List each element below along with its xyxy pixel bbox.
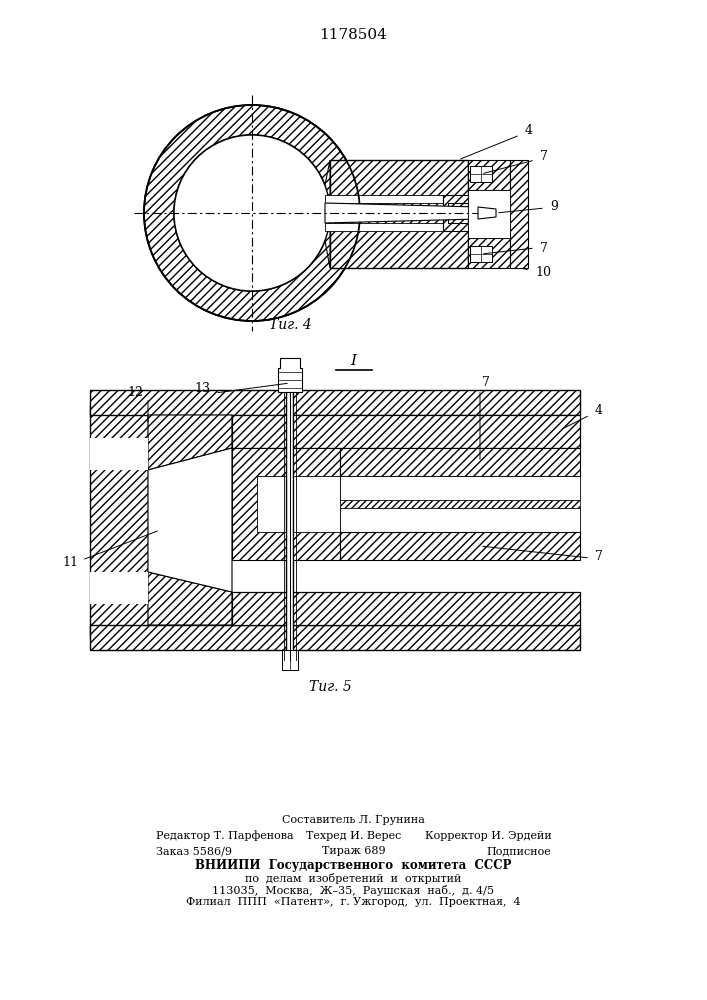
Polygon shape <box>325 223 443 231</box>
Text: Тираж 689: Тираж 689 <box>322 846 385 856</box>
Text: ВНИИПИ  Государственного  комитета  СССР: ВНИИПИ Государственного комитета СССР <box>195 858 512 871</box>
Polygon shape <box>325 231 330 268</box>
Polygon shape <box>232 592 580 625</box>
Text: Составитель Л. Грунина: Составитель Л. Грунина <box>282 815 425 825</box>
Polygon shape <box>148 415 232 470</box>
Polygon shape <box>468 190 510 238</box>
Polygon shape <box>90 572 148 604</box>
Text: 11: 11 <box>62 556 78 568</box>
Polygon shape <box>510 160 528 268</box>
Polygon shape <box>443 195 468 231</box>
Polygon shape <box>232 415 580 448</box>
Polygon shape <box>325 195 443 203</box>
Text: Техред И. Верес: Техред И. Верес <box>306 831 401 841</box>
Polygon shape <box>282 650 298 670</box>
Text: Корректор И. Эрдейи: Корректор И. Эрдейи <box>425 831 551 841</box>
Polygon shape <box>340 500 580 508</box>
Polygon shape <box>340 448 580 476</box>
Polygon shape <box>90 390 580 415</box>
Text: 7: 7 <box>595 550 603 562</box>
Text: Τиг. 5: Τиг. 5 <box>309 680 351 694</box>
Text: 4: 4 <box>525 123 533 136</box>
Text: Филиал  ППП  «Патент»,  г. Ужгород,  ул.  Проектная,  4: Филиал ППП «Патент», г. Ужгород, ул. Про… <box>186 897 521 907</box>
Text: по  делам  изобретений  и  открытий: по делам изобретений и открытий <box>245 872 462 884</box>
Text: Редактор Т. Парфенова: Редактор Т. Парфенова <box>156 831 293 841</box>
Text: Подписное: Подписное <box>486 846 551 856</box>
Polygon shape <box>340 532 580 560</box>
Polygon shape <box>148 448 232 592</box>
Text: I: I <box>350 354 356 368</box>
Text: Заказ 5586/9: Заказ 5586/9 <box>156 846 231 856</box>
Polygon shape <box>340 476 580 500</box>
Polygon shape <box>90 438 148 470</box>
Text: 7: 7 <box>540 241 548 254</box>
Polygon shape <box>257 476 340 532</box>
Polygon shape <box>278 358 302 392</box>
Text: 113035,  Москва,  Ж–35,  Раушская  наб.,  д. 4/5: 113035, Москва, Ж–35, Раушская наб., д. … <box>213 884 494 896</box>
Circle shape <box>174 135 330 291</box>
Polygon shape <box>325 160 330 195</box>
Polygon shape <box>90 405 148 638</box>
Text: Τиг. 4: Τиг. 4 <box>269 318 311 332</box>
Polygon shape <box>148 572 232 625</box>
Text: 10: 10 <box>535 265 551 278</box>
Polygon shape <box>468 160 510 190</box>
Polygon shape <box>340 508 580 532</box>
Text: 7: 7 <box>540 150 548 163</box>
Text: 4: 4 <box>595 404 603 418</box>
Polygon shape <box>232 448 340 560</box>
Polygon shape <box>468 238 510 268</box>
FancyBboxPatch shape <box>470 246 492 262</box>
Text: 9: 9 <box>550 200 558 214</box>
Text: 7: 7 <box>482 376 490 389</box>
Polygon shape <box>325 203 478 223</box>
FancyBboxPatch shape <box>470 166 492 182</box>
Text: 1178504: 1178504 <box>319 28 387 42</box>
Polygon shape <box>478 207 496 219</box>
Polygon shape <box>330 160 468 268</box>
Text: 13: 13 <box>194 381 210 394</box>
Text: 12: 12 <box>127 386 143 399</box>
Polygon shape <box>90 625 580 650</box>
